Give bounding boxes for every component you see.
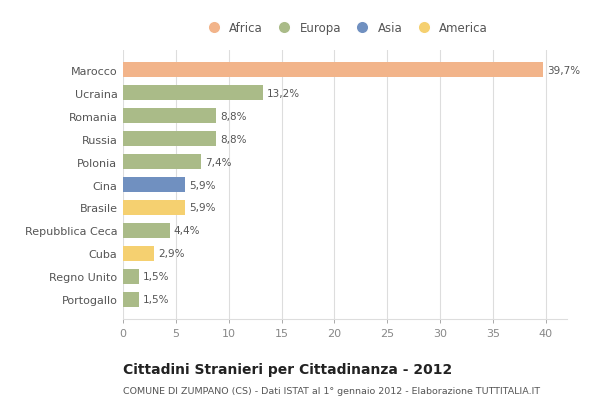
Text: 13,2%: 13,2% xyxy=(267,89,300,99)
Text: COMUNE DI ZUMPANO (CS) - Dati ISTAT al 1° gennaio 2012 - Elaborazione TUTTITALIA: COMUNE DI ZUMPANO (CS) - Dati ISTAT al 1… xyxy=(123,387,540,396)
Text: 8,8%: 8,8% xyxy=(220,112,247,121)
Bar xyxy=(123,246,154,261)
Text: 1,5%: 1,5% xyxy=(143,272,170,281)
Bar xyxy=(123,200,185,216)
Bar xyxy=(123,63,542,78)
Bar xyxy=(123,269,139,284)
Bar xyxy=(123,178,185,193)
Text: 7,4%: 7,4% xyxy=(205,157,232,167)
Text: 8,8%: 8,8% xyxy=(220,134,247,144)
Text: 1,5%: 1,5% xyxy=(143,294,170,304)
Bar xyxy=(123,155,201,170)
Bar xyxy=(123,132,216,147)
Bar xyxy=(123,109,216,124)
Bar xyxy=(123,223,170,238)
Bar xyxy=(123,292,139,307)
Text: 2,9%: 2,9% xyxy=(158,249,184,258)
Text: 39,7%: 39,7% xyxy=(547,66,580,76)
Text: Cittadini Stranieri per Cittadinanza - 2012: Cittadini Stranieri per Cittadinanza - 2… xyxy=(123,362,452,376)
Text: 5,9%: 5,9% xyxy=(190,203,216,213)
Bar xyxy=(123,86,263,101)
Text: 5,9%: 5,9% xyxy=(190,180,216,190)
Text: 4,4%: 4,4% xyxy=(174,226,200,236)
Legend: Africa, Europa, Asia, America: Africa, Europa, Asia, America xyxy=(199,18,491,38)
